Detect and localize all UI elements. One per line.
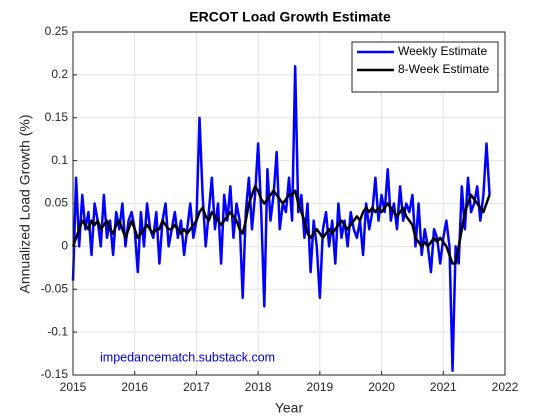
x-tick-label: 2021 <box>430 380 457 394</box>
x-tick-label: 2020 <box>368 380 395 394</box>
plot-lines <box>71 65 491 372</box>
y-tick-label: -0.1 <box>47 324 68 338</box>
y-tick-label: 0.2 <box>51 67 68 81</box>
series-line <box>71 185 491 265</box>
legend-box <box>351 41 499 93</box>
y-tick-label: -0.15 <box>41 367 69 381</box>
y-tick-label: 0.1 <box>51 153 68 167</box>
x-tick-label: 2016 <box>121 380 148 394</box>
annotation: impedancematch.substack.com <box>100 350 275 364</box>
x-axis-label: Year <box>275 400 304 416</box>
x-tick-label: 2019 <box>307 380 334 394</box>
y-tick-label: 0.25 <box>45 24 69 38</box>
x-tick-label: 2022 <box>492 380 519 394</box>
y-tick-label: 0 <box>61 239 68 253</box>
x-tick-label: 2017 <box>183 380 210 394</box>
legend-label: Weekly Estimate <box>398 44 487 58</box>
y-axis-label: Annualized Load Growth (%) <box>17 115 33 294</box>
chart-title: ERCOT Load Growth Estimate <box>189 9 391 25</box>
y-tick-label: 0.15 <box>45 110 69 124</box>
legend: Weekly Estimate 8-Week Estimate <box>351 41 499 93</box>
x-tick-label: 2015 <box>60 380 87 394</box>
legend-label: 8-Week Estimate <box>398 62 489 76</box>
y-tick-label: 0.05 <box>45 196 69 210</box>
x-tick-label: 2018 <box>245 380 272 394</box>
y-tick-label: -0.05 <box>41 281 69 295</box>
